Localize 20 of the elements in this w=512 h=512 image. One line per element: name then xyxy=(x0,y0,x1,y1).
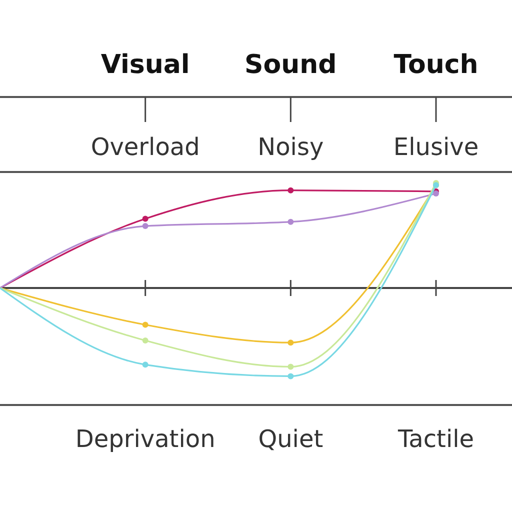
text: Overload xyxy=(90,133,200,161)
point xyxy=(288,187,294,194)
point xyxy=(288,364,294,370)
point xyxy=(288,218,294,225)
x-tick-label: Visual xyxy=(100,50,190,80)
text: Quiet xyxy=(258,425,324,453)
text: Noisy xyxy=(258,133,324,161)
point xyxy=(142,216,148,222)
text: Deprivation xyxy=(75,425,216,453)
point xyxy=(433,190,439,196)
point xyxy=(142,322,148,328)
text: Elusive xyxy=(393,133,479,161)
point xyxy=(142,362,148,368)
point xyxy=(288,340,294,346)
point xyxy=(288,373,294,380)
point xyxy=(142,338,148,344)
text: Tactile xyxy=(396,425,474,453)
point xyxy=(142,223,148,230)
x-tick-label: Touch xyxy=(394,50,478,80)
x-tick-label: Sound xyxy=(244,50,337,80)
